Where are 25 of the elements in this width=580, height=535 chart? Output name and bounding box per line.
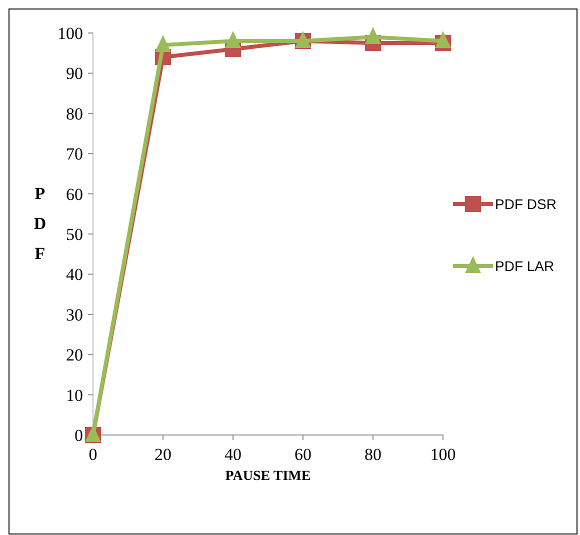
point bbox=[225, 31, 241, 48]
x-tick-label: 80 bbox=[364, 445, 382, 464]
y-tick-label: 50 bbox=[66, 224, 83, 244]
y-tick-label: 100 bbox=[58, 24, 83, 43]
point bbox=[365, 27, 381, 44]
point bbox=[435, 31, 451, 48]
y-tick-label: 40 bbox=[66, 265, 83, 284]
legend-label: PDF LAR bbox=[495, 258, 554, 274]
x-axis-title: PAUSE TIME bbox=[225, 469, 311, 484]
y-tick-label: 0 bbox=[74, 426, 83, 445]
x-tick-label: 100 bbox=[430, 445, 456, 464]
legend-label: PDF DSR bbox=[495, 196, 556, 212]
y-tick-label: 70 bbox=[66, 144, 83, 164]
point bbox=[155, 35, 171, 52]
y-tick-label: 20 bbox=[66, 346, 83, 365]
y-tick-label: 30 bbox=[66, 305, 83, 324]
y-tick-label: 90 bbox=[66, 64, 83, 84]
y-tick-label: 10 bbox=[66, 386, 83, 405]
y-tick-label: 80 bbox=[66, 104, 83, 124]
y-axis-title: PDF bbox=[34, 184, 46, 263]
y-tick-label: 60 bbox=[66, 184, 83, 204]
x-tick-label: 60 bbox=[294, 445, 312, 464]
x-tick-label: 0 bbox=[88, 445, 98, 464]
x-tick-label: 40 bbox=[224, 445, 242, 464]
x-tick-label: 20 bbox=[154, 445, 172, 464]
